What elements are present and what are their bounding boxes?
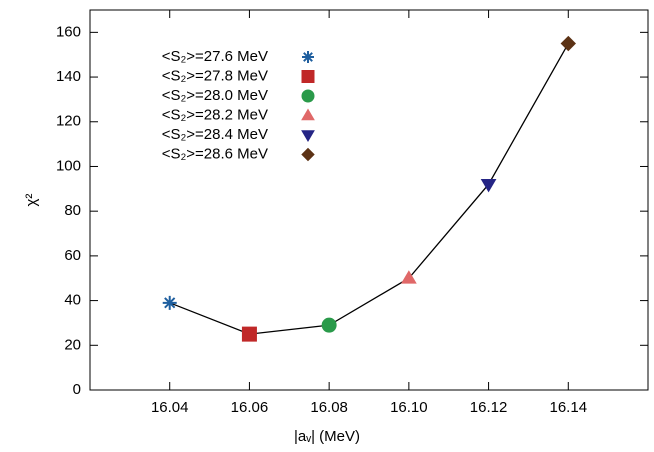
y-tick-label: 60 <box>64 247 81 264</box>
y-axis-label: χ² <box>23 194 40 207</box>
legend-label: <S₂>=27.6 MeV <box>162 48 268 65</box>
legend-marker <box>301 108 315 121</box>
marker <box>480 178 497 193</box>
marker <box>321 317 337 333</box>
legend-label: <S₂>=27.8 MeV <box>162 67 268 84</box>
marker <box>162 295 177 310</box>
legend-marker <box>302 51 314 63</box>
marker <box>400 270 417 284</box>
x-tick-label: 16.08 <box>310 399 348 416</box>
x-tick-label: 16.14 <box>550 399 588 416</box>
marker <box>241 326 257 342</box>
marker <box>560 35 576 52</box>
y-tick-label: 80 <box>64 202 81 219</box>
legend-label: <S₂>=28.4 MeV <box>162 126 268 143</box>
plot-frame <box>89 9 649 391</box>
x-tick-label: 16.10 <box>390 399 428 416</box>
y-tick-label: 160 <box>56 23 81 40</box>
y-tick-label: 100 <box>56 157 81 174</box>
legend-marker <box>301 130 315 142</box>
y-tick-label: 40 <box>64 292 81 309</box>
legend-marker <box>301 147 315 162</box>
y-tick-label: 120 <box>56 113 81 130</box>
x-axis-label: |aᵥ| (MeV) <box>294 428 360 445</box>
x-tick-label: 16.06 <box>231 399 269 416</box>
connecting-line <box>169 43 569 335</box>
legend-label: <S₂>=28.0 MeV <box>162 87 268 104</box>
x-tick-label: 16.04 <box>151 399 189 416</box>
legend-marker <box>301 70 315 83</box>
legend-label: <S₂>=28.6 MeV <box>162 145 268 162</box>
y-tick-label: 20 <box>64 336 81 353</box>
y-tick-label: 140 <box>56 68 81 85</box>
legend-marker <box>301 89 315 103</box>
legend-label: <S₂>=28.2 MeV <box>162 106 268 123</box>
y-tick-label: 0 <box>73 381 81 398</box>
x-tick-label: 16.12 <box>470 399 508 416</box>
